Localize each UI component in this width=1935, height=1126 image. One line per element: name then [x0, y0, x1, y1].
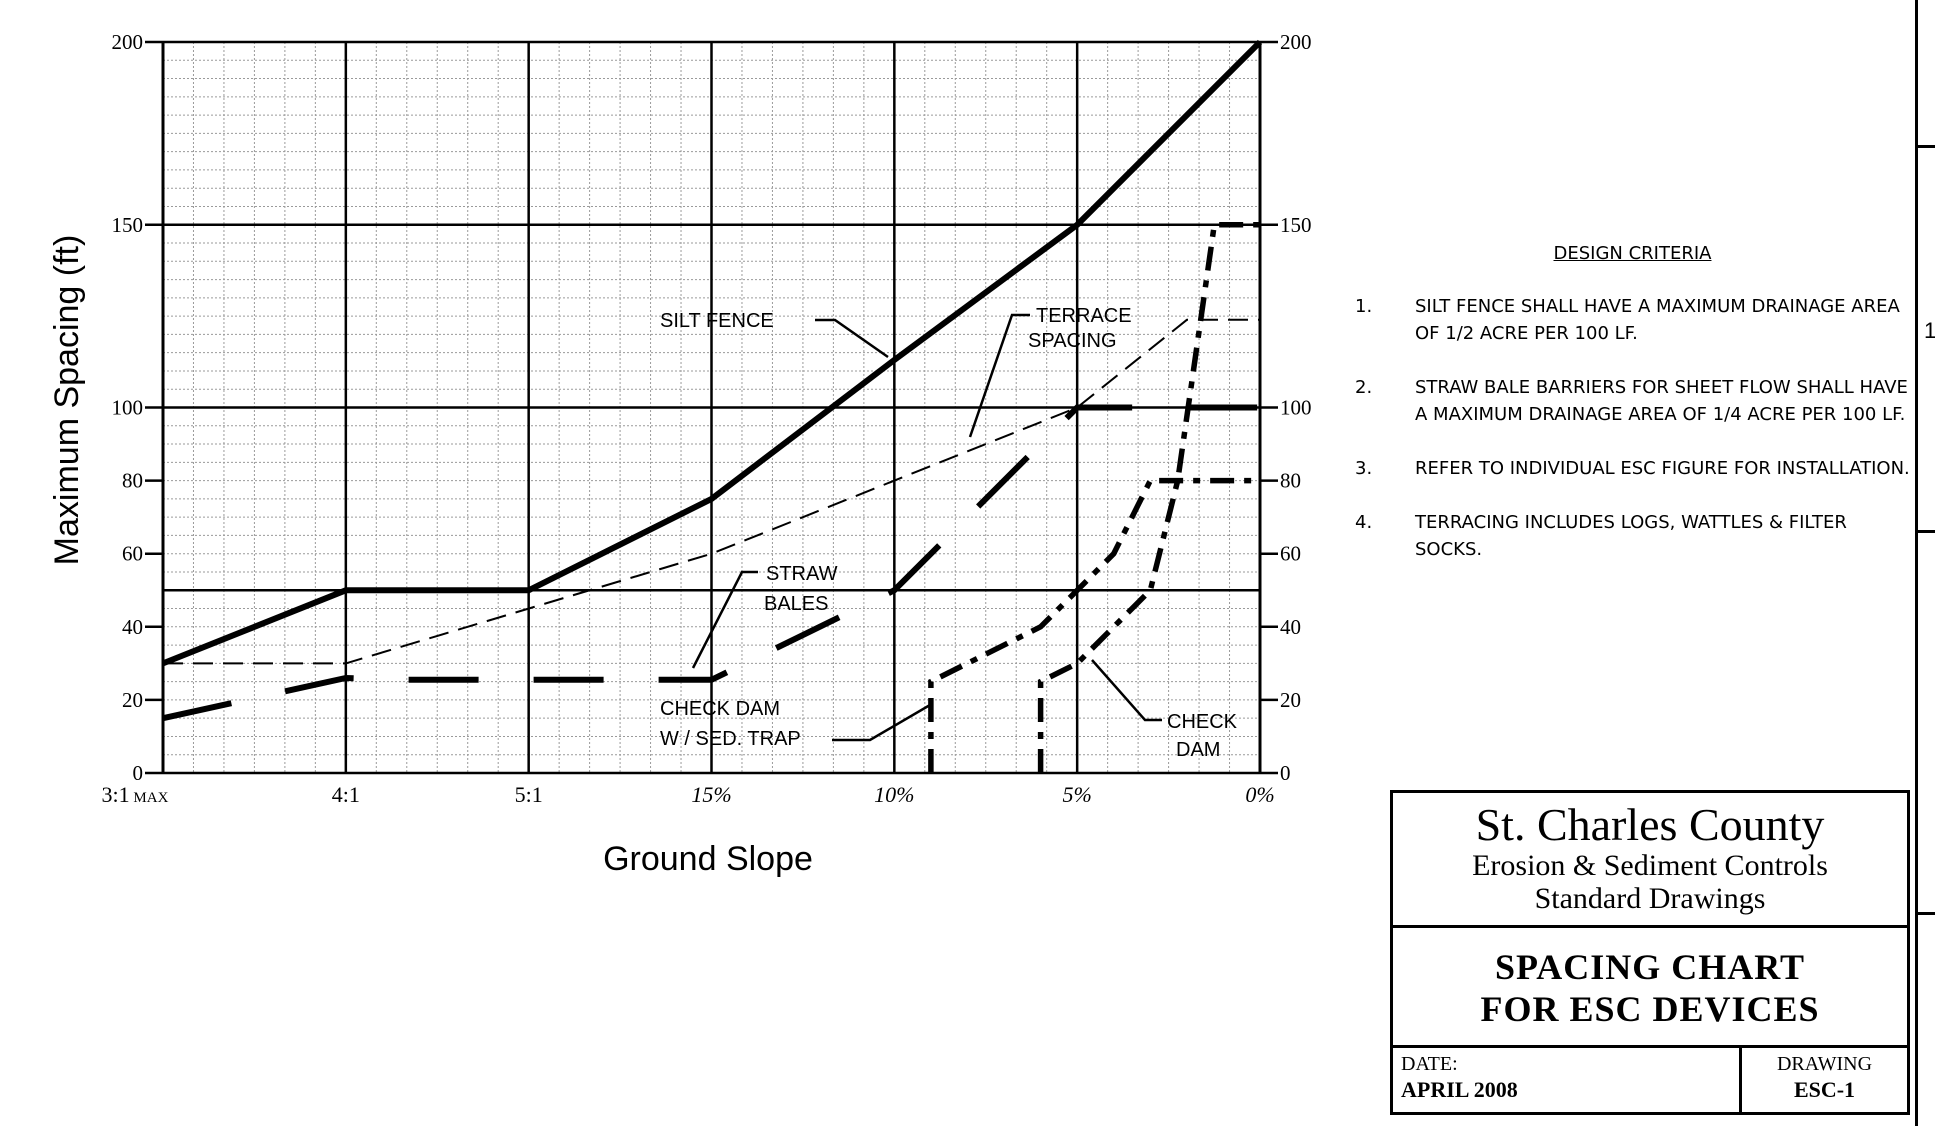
title-block: St. Charles County Erosion & Sediment Co…	[1390, 790, 1910, 1115]
drawing-title-line-1: SPACING CHART	[1494, 947, 1806, 987]
label-leader	[1091, 659, 1162, 722]
label-leader	[691, 570, 758, 669]
x-tick-label: 4:1	[332, 782, 360, 807]
label-silt-fence: SILT FENCE	[660, 310, 774, 332]
y-tick-label: 20	[122, 688, 143, 712]
criteria-num: 3.	[1355, 458, 1373, 479]
label-trap-2: W / SED. TRAP	[660, 728, 801, 750]
y-axis-title: Maximum Spacing (ft)	[48, 235, 86, 566]
y-tick-label: 150	[112, 213, 144, 237]
label-trap-1: CHECK DAM	[660, 698, 780, 720]
date-label: DATE:	[1401, 1053, 1458, 1075]
criteria-item: 1. SILT FENCE SHALL HAVE A MAXIMUM DRAINA…	[1355, 293, 1910, 347]
series-silt-fence	[161, 39, 1263, 667]
x-axis-title: Ground Slope	[603, 840, 813, 878]
y-tick-label: 80	[122, 469, 143, 493]
label-terrace-2: SPACING	[1028, 330, 1117, 352]
y-tick-label: 100	[112, 396, 144, 420]
title-block-info: DATE: APRIL 2008 DRAWING ESC-1	[1393, 1048, 1907, 1112]
label-leader	[815, 318, 889, 359]
drawing-number: ESC-1	[1793, 1077, 1856, 1102]
design-criteria: DESIGN CRITERIA 1. SILT FENCE SHALL HAVE …	[1355, 240, 1910, 590]
sheet-border-tick	[1915, 145, 1935, 148]
label-leader	[832, 703, 931, 742]
y-tick-label: 0	[133, 761, 144, 785]
criteria-item: 4. TERRACING INCLUDES LOGS, WATTLES & FIL…	[1355, 509, 1910, 563]
sheet-border-tick	[1915, 530, 1935, 533]
title-block-org: St. Charles County Erosion & Sediment Co…	[1393, 793, 1907, 928]
criteria-text: STRAW BALE BARRIERS FOR SHEET FLOW SHALL…	[1415, 377, 1908, 425]
x-tick-label: 3:1 MAX	[102, 782, 169, 807]
sheet-border-tick	[1915, 912, 1935, 915]
drawing-label: DRAWING	[1776, 1053, 1873, 1075]
y-tick-label-right: 200	[1280, 30, 1312, 54]
x-tick-label: 15%	[691, 782, 731, 807]
series-name: Standard Drawings	[1534, 882, 1766, 915]
y-tick-label-right: 150	[1280, 213, 1312, 237]
y-tick-label: 40	[122, 615, 143, 639]
criteria-num: 4.	[1355, 512, 1373, 533]
criteria-num: 2.	[1355, 377, 1373, 398]
label-leader	[968, 313, 1030, 438]
y-tick-label-right: 100	[1280, 396, 1312, 420]
left-axis-ticks: 0 20 40 60 80 100 150 200	[112, 30, 163, 785]
x-tick-label: 0%	[1245, 782, 1274, 807]
x-tick-suffix: MAX	[130, 790, 169, 806]
label-check-2: DAM	[1176, 739, 1220, 761]
spacing-chart: 0 20 40 60 80 100 150 200 0 20 40 60 80 100 150 200 3:…	[48, 30, 1312, 878]
series-group	[161, 39, 1263, 773]
y-tick-label-right: 80	[1280, 469, 1301, 493]
y-tick-label: 60	[122, 542, 143, 566]
label-check-1: CHECK	[1167, 711, 1238, 733]
x-tick-label: 5%	[1063, 782, 1092, 807]
series-straw-bales	[162, 404, 1260, 722]
label-leaders	[691, 313, 1162, 742]
y-tick-label: 200	[112, 30, 144, 54]
y-tick-label-right: 40	[1280, 615, 1301, 639]
sheet-border	[1915, 0, 1918, 1126]
criteria-title: DESIGN CRITERIA	[1553, 243, 1712, 264]
criteria-num: 1.	[1355, 296, 1373, 317]
date-value: APRIL 2008	[1401, 1077, 1518, 1102]
y-tick-label-right: 0	[1280, 761, 1291, 785]
x-tick-label: 10%	[874, 782, 914, 807]
criteria-list: 1. SILT FENCE SHALL HAVE A MAXIMUM DRAINA…	[1355, 293, 1910, 563]
label-straw-1: STRAW	[766, 563, 838, 585]
series-check-dam-w-sed-trap	[928, 477, 1260, 773]
y-tick-label-right: 60	[1280, 542, 1301, 566]
x-axis-ticks: 3:1 MAX 4:1 5:1 15% 10% 5% 0%	[102, 782, 1275, 807]
y-tick-label-right: 20	[1280, 688, 1301, 712]
label-terrace-1: TERRACE	[1036, 305, 1132, 327]
drawing-title-line-2: FOR ESC DEVICES	[1480, 989, 1820, 1029]
x-tick-label: 5:1	[515, 782, 543, 807]
criteria-text: TERRACING INCLUDES LOGS, WATTLES & FILTE…	[1415, 512, 1847, 560]
sheet-edge-number: 1	[1924, 318, 1935, 343]
right-axis-ticks: 0 20 40 60 80 100 150 200	[1260, 30, 1312, 785]
date-cell: DATE: APRIL 2008	[1393, 1048, 1742, 1112]
criteria-item: 3. REFER TO INDIVIDUAL ESC FIGURE FOR INS…	[1355, 455, 1910, 482]
county-name: St. Charles County	[1475, 799, 1825, 850]
criteria-text: REFER TO INDIVIDUAL ESC FIGURE FOR INSTA…	[1415, 458, 1910, 479]
drawing-title: SPACING CHART FOR ESC DEVICES	[1393, 928, 1907, 1048]
criteria-text: SILT FENCE SHALL HAVE A MAXIMUM DRAINAGE…	[1415, 296, 1900, 344]
program-name: Erosion & Sediment Controls	[1472, 849, 1828, 882]
criteria-item: 2. STRAW BALE BARRIERS FOR SHEET FLOW SHA…	[1355, 374, 1910, 428]
drawing-number-cell: DRAWING ESC-1	[1742, 1048, 1907, 1112]
series-check-dam	[1037, 222, 1260, 773]
label-straw-2: BALES	[764, 593, 828, 615]
